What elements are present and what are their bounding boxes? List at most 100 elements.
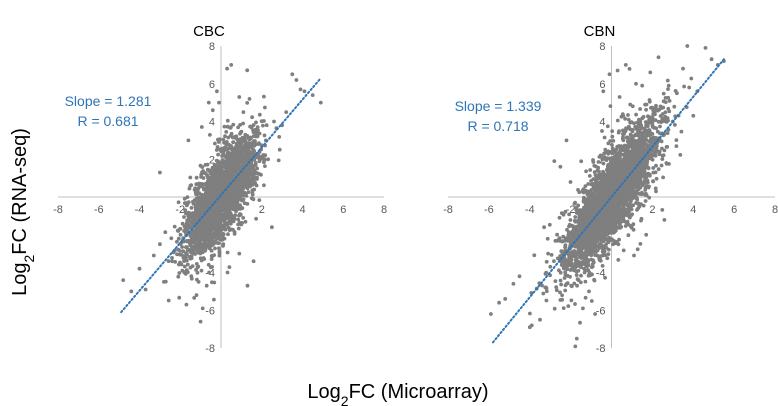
scatter-point xyxy=(217,212,221,216)
scatter-point xyxy=(665,145,670,149)
scatter-point xyxy=(211,180,216,185)
scatter-point xyxy=(211,225,216,230)
scatter-point xyxy=(595,253,600,258)
scatter-point xyxy=(616,258,621,262)
scatter-point xyxy=(229,125,233,130)
scatter-point xyxy=(173,260,178,264)
scatter-point xyxy=(240,206,245,210)
scatter-point xyxy=(223,176,228,181)
scatter-point xyxy=(605,124,610,129)
scatter-point xyxy=(231,188,236,193)
scatter-point xyxy=(608,237,613,242)
y-tick-label: 2 xyxy=(209,154,215,166)
scatter-point xyxy=(176,274,181,279)
scatter-point xyxy=(225,270,230,275)
scatter-point xyxy=(201,169,206,173)
scatter-point xyxy=(225,150,230,155)
scatter-point xyxy=(243,219,248,224)
scatter-point xyxy=(244,194,249,198)
x-tick-label: 2 xyxy=(259,204,265,216)
scatter-point xyxy=(578,320,582,325)
scatter-point xyxy=(660,208,665,212)
scatter-point xyxy=(588,168,593,172)
scatter-point xyxy=(573,344,578,349)
scatter-point xyxy=(209,248,214,253)
scatter-point xyxy=(640,131,645,136)
scatter-point xyxy=(208,210,212,215)
scatter-point xyxy=(658,124,662,129)
scatter-point xyxy=(178,232,183,237)
scatter-point xyxy=(608,104,613,108)
scatter-point xyxy=(276,158,281,163)
scatter-point xyxy=(162,280,166,284)
scatter-point xyxy=(234,199,239,203)
scatter-point xyxy=(195,203,199,208)
scatter-point xyxy=(553,239,558,243)
scatter-point xyxy=(222,197,227,201)
scatter-point xyxy=(241,193,246,198)
scatter-point xyxy=(560,297,565,302)
scatter-point xyxy=(218,182,223,187)
scatter-point xyxy=(245,68,250,73)
scatter-point xyxy=(185,202,190,207)
scatter-point xyxy=(238,153,243,157)
scatter-point xyxy=(194,293,199,297)
scatter-point xyxy=(253,161,258,165)
scatter-point xyxy=(216,223,221,228)
scatter-point xyxy=(262,119,266,123)
scatter-point xyxy=(121,278,126,282)
scatter-point xyxy=(568,180,573,184)
scatter-point xyxy=(647,98,652,102)
scatter-point xyxy=(193,242,198,247)
scatter-point xyxy=(229,227,234,232)
scatter-point xyxy=(217,236,222,241)
scatter-point xyxy=(596,160,601,164)
scatter-point xyxy=(231,140,236,145)
scatter-point xyxy=(626,233,631,238)
scatter-point xyxy=(196,195,201,200)
scatter-point xyxy=(576,268,581,273)
x-tick-label: 4 xyxy=(690,204,696,216)
scatter-point xyxy=(659,163,664,168)
scatter-point xyxy=(578,265,583,270)
scatter-point xyxy=(244,170,248,175)
scatter-point xyxy=(245,283,250,288)
scatter-point xyxy=(566,304,571,308)
scatter-point xyxy=(206,100,211,105)
scatter-point xyxy=(247,153,252,158)
scatter-point xyxy=(226,155,231,160)
scatter-point xyxy=(198,235,203,240)
scatter-point xyxy=(177,295,182,300)
scatter-point xyxy=(262,153,267,158)
scatter-point xyxy=(180,245,185,249)
scatter-point xyxy=(223,182,228,187)
scatter-point xyxy=(184,258,189,263)
scatter-point xyxy=(231,198,235,203)
scatter-point xyxy=(196,191,200,196)
scatter-point xyxy=(172,224,177,229)
scatter-point xyxy=(255,134,260,139)
scatter-point xyxy=(198,244,203,248)
scatter-point xyxy=(621,138,626,143)
scatter-point xyxy=(238,130,243,135)
scatter-point xyxy=(528,311,532,316)
scatter-point xyxy=(213,141,217,146)
scatter-point xyxy=(263,164,267,169)
scatter-point xyxy=(643,199,648,203)
scatter-point xyxy=(224,130,229,134)
scatter-point xyxy=(194,262,199,266)
scatter-point xyxy=(660,146,664,151)
scatter-point xyxy=(660,112,665,116)
scatter-point xyxy=(548,264,553,269)
x-tick-label: 6 xyxy=(340,204,346,216)
x-tick-label: -6 xyxy=(484,204,494,216)
y-tick-label: 8 xyxy=(209,41,215,53)
scatter-point xyxy=(532,253,537,258)
scatter-point xyxy=(560,293,564,298)
scatter-point xyxy=(682,84,686,89)
scatter-point xyxy=(241,139,246,144)
scatter-point xyxy=(246,174,251,179)
y-tick-label: -8 xyxy=(596,343,606,355)
scatter-point xyxy=(236,226,241,231)
scatter-point xyxy=(561,234,566,239)
